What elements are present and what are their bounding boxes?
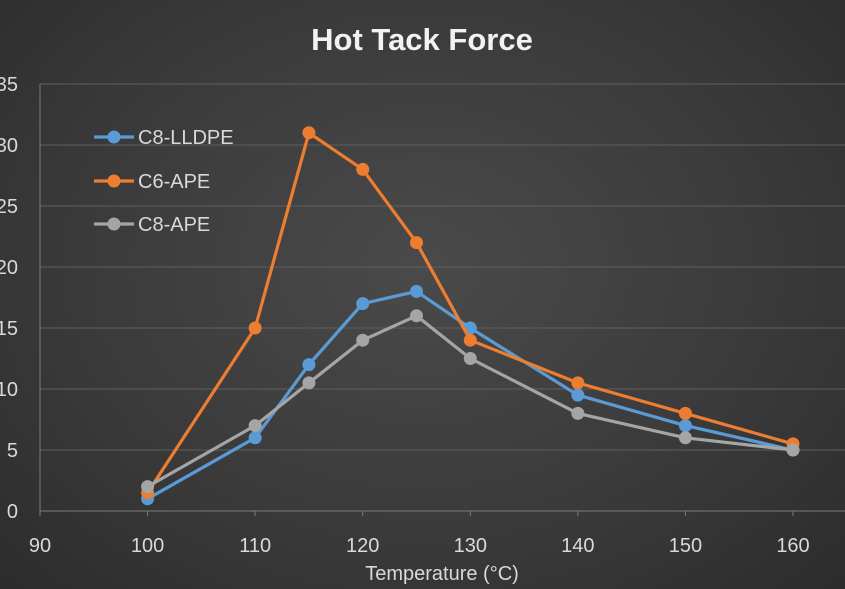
- data-point: [248, 431, 262, 445]
- y-tick-label: 25: [0, 196, 18, 218]
- data-point: [571, 388, 585, 402]
- x-tick-label: 110: [239, 535, 271, 557]
- series-c8-lldpe: [141, 284, 800, 506]
- x-axis-label: Temperature (°C): [365, 563, 519, 585]
- legend-label: C8-LLDPE: [138, 127, 234, 149]
- series-c8-ape: [141, 309, 800, 494]
- x-tick-label: 140: [561, 535, 594, 557]
- axes: [39, 84, 845, 516]
- legend-marker: [107, 174, 121, 188]
- tick-labels: 0 5 10 15 20 25 30 35 90 100 110 120 130 140 150 160: [0, 74, 810, 557]
- data-point: [356, 162, 370, 176]
- data-point: [248, 321, 262, 335]
- data-point: [302, 376, 316, 390]
- data-point: [571, 376, 585, 390]
- data-point: [141, 480, 155, 494]
- y-tick-label: 10: [0, 379, 18, 401]
- data-point: [356, 297, 370, 311]
- x-tick-label: 120: [346, 535, 379, 557]
- series-lines: [141, 126, 800, 506]
- data-point: [356, 333, 370, 347]
- y-tick-label: 20: [0, 257, 18, 279]
- y-tick-label: 35: [0, 74, 18, 96]
- legend-entry: C8-APE: [94, 214, 210, 236]
- data-point: [302, 126, 316, 140]
- data-point: [463, 352, 477, 365]
- x-tick-label: 130: [454, 535, 487, 557]
- legend-label: C8-APE: [138, 214, 210, 236]
- y-tick-label: 5: [7, 440, 18, 462]
- legend-marker: [107, 130, 121, 144]
- data-point: [463, 333, 477, 347]
- chart-title: Hot Tack Force: [311, 22, 533, 57]
- x-tick-label: 160: [776, 535, 809, 557]
- x-tick-label: 100: [131, 535, 164, 557]
- data-point: [678, 419, 692, 433]
- x-tick-label: 90: [29, 535, 51, 557]
- legend-label: C6-APE: [138, 171, 210, 193]
- data-point: [786, 443, 800, 457]
- data-point: [678, 431, 692, 445]
- data-point: [678, 406, 692, 420]
- legend-entry: C8-LLDPE: [94, 127, 234, 149]
- data-point: [302, 358, 316, 372]
- data-point: [248, 419, 262, 433]
- y-tick-label: 15: [0, 318, 18, 340]
- data-point: [410, 284, 423, 298]
- data-point: [571, 406, 585, 420]
- gridlines: [40, 83, 845, 451]
- legend-marker: [107, 217, 121, 231]
- data-point: [410, 236, 423, 250]
- data-point: [410, 309, 423, 323]
- series-c6-ape: [141, 126, 800, 500]
- y-tick-label: 0: [7, 501, 18, 523]
- legend-entry: C6-APE: [94, 171, 210, 193]
- legend: C8-LLDPE C6-APE C8-APE: [94, 127, 234, 236]
- y-tick-label: 30: [0, 135, 18, 157]
- x-tick-label: 150: [669, 535, 702, 557]
